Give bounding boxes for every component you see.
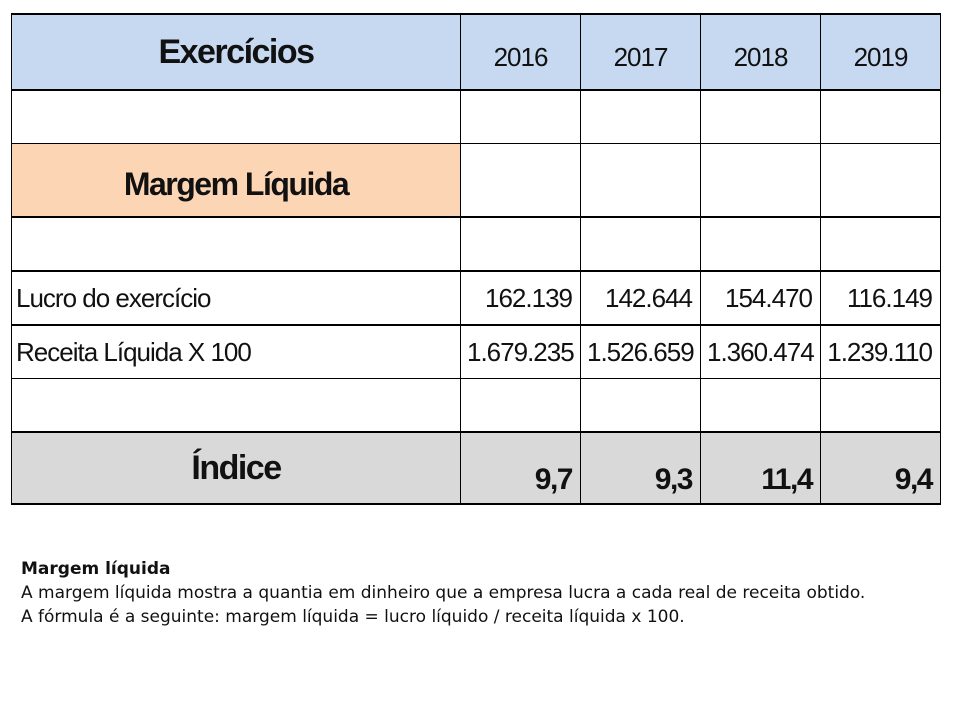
year-2019: 2019 bbox=[820, 13, 941, 91]
empty-cell bbox=[700, 216, 821, 272]
value-cell: 1.239.110 bbox=[820, 324, 941, 379]
empty-cell bbox=[11, 89, 461, 144]
section-label: Margem Líquida bbox=[11, 143, 461, 218]
value-cell: 1.360.474 bbox=[700, 324, 821, 379]
empty-cell bbox=[580, 143, 701, 218]
row-label: Receita Líquida X 100 bbox=[11, 324, 461, 379]
value-cell: 1.679.235 bbox=[460, 324, 581, 379]
empty-cell bbox=[580, 216, 701, 272]
empty-cell bbox=[11, 378, 461, 433]
empty-cell bbox=[460, 378, 581, 433]
year-2018: 2018 bbox=[700, 13, 821, 91]
explanation-note: Margem líquida A margem líquida mostra a… bbox=[21, 557, 933, 629]
header-row: Exercícios 2016 2017 2018 2019 bbox=[11, 13, 941, 91]
empty-cell bbox=[580, 378, 701, 433]
note-text-formula: A fórmula é a seguinte: margem líquida =… bbox=[21, 607, 685, 627]
empty-cell bbox=[460, 89, 581, 144]
index-value: 11,4 bbox=[700, 431, 821, 505]
index-label: Índice bbox=[11, 431, 461, 505]
row-label: Lucro do exercício bbox=[11, 270, 461, 326]
index-row: Índice 9,7 9,3 11,4 9,4 bbox=[11, 431, 941, 505]
empty-cell bbox=[700, 378, 821, 433]
header-label: Exercícios bbox=[11, 13, 461, 91]
value-cell: 162.139 bbox=[460, 270, 581, 326]
empty-cell bbox=[820, 89, 941, 144]
empty-cell bbox=[820, 216, 941, 272]
section-row: Margem Líquida bbox=[11, 143, 941, 218]
empty-cell bbox=[700, 143, 821, 218]
empty-cell bbox=[820, 143, 941, 218]
empty-row bbox=[11, 89, 941, 144]
empty-cell bbox=[460, 143, 581, 218]
note-title: Margem líquida bbox=[21, 559, 171, 579]
margin-table: Exercícios 2016 2017 2018 2019 Margem Lí… bbox=[11, 13, 941, 505]
value-cell: 1.526.659 bbox=[580, 324, 701, 379]
value-cell: 154.470 bbox=[700, 270, 821, 326]
table-row-receita: Receita Líquida X 100 1.679.235 1.526.65… bbox=[11, 324, 941, 379]
empty-cell bbox=[11, 216, 461, 272]
table-row-lucro: Lucro do exercício 162.139 142.644 154.4… bbox=[11, 270, 941, 326]
empty-cell bbox=[460, 216, 581, 272]
value-cell: 116.149 bbox=[820, 270, 941, 326]
year-2017: 2017 bbox=[580, 13, 701, 91]
value-cell: 142.644 bbox=[580, 270, 701, 326]
year-2016: 2016 bbox=[460, 13, 581, 91]
index-value: 9,3 bbox=[580, 431, 701, 505]
empty-cell bbox=[700, 89, 821, 144]
note-text-definition: A margem líquida mostra a quantia em din… bbox=[21, 583, 866, 603]
empty-row bbox=[11, 216, 941, 272]
index-value: 9,7 bbox=[460, 431, 581, 505]
empty-cell bbox=[580, 89, 701, 144]
empty-cell bbox=[820, 378, 941, 433]
index-value: 9,4 bbox=[820, 431, 941, 505]
empty-row bbox=[11, 378, 941, 433]
